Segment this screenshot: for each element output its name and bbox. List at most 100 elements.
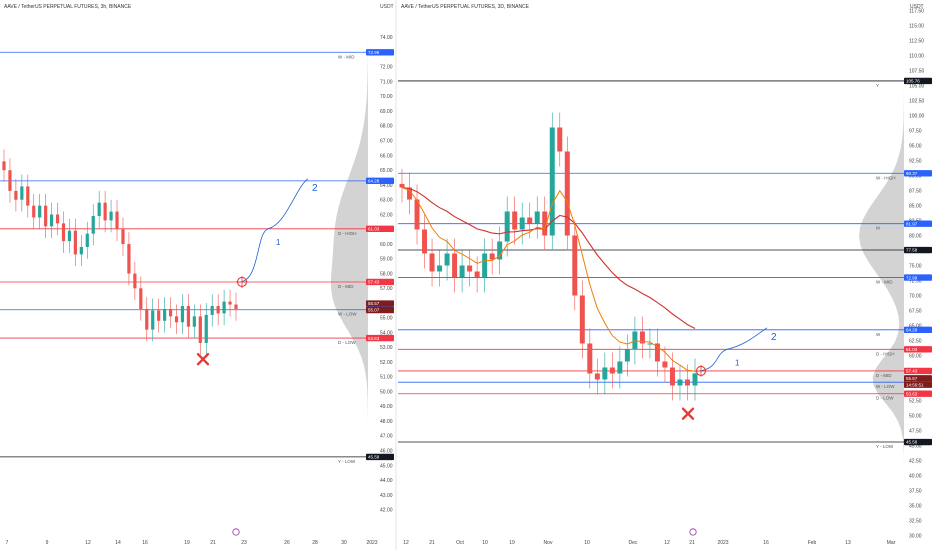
candle-body <box>692 373 698 386</box>
candle-body <box>474 271 480 278</box>
candle-body <box>407 187 413 200</box>
current-price-tag <box>904 375 932 382</box>
volume-profile <box>859 7 904 536</box>
candle-body <box>109 211 113 221</box>
y-tick-label: 35.00 <box>909 503 922 509</box>
event-badge-icon[interactable] <box>232 528 240 536</box>
y-tick-label: 42.50 <box>909 458 922 464</box>
y-tick-label: 59.00 <box>380 257 393 263</box>
y-tick-label: 65.00 <box>909 323 922 329</box>
y-tick-label: 70.00 <box>380 94 393 100</box>
level-name-label: D - HIGH <box>338 231 357 236</box>
x-tick-label: 2023 <box>366 540 377 546</box>
y-tick-label: 49.00 <box>380 404 393 410</box>
candle-body <box>422 229 428 254</box>
level-price-tag-text: 53.63 <box>368 336 380 341</box>
candle-body <box>467 265 473 272</box>
current-price-tag <box>366 307 394 314</box>
level-price-tag <box>904 438 932 446</box>
candle-body <box>14 190 18 200</box>
candle-body <box>399 183 405 188</box>
candle-body <box>44 205 48 227</box>
level-price-tag-text: 90.37 <box>906 171 918 176</box>
candle-body <box>127 244 131 274</box>
candle-body <box>609 367 615 374</box>
current-price-tag <box>904 381 932 388</box>
candle-body <box>121 229 125 245</box>
candle-body <box>222 301 226 314</box>
x-tick-label: 10 <box>584 540 590 546</box>
level-name-label: D - MID <box>338 284 354 289</box>
candle-body <box>204 314 208 343</box>
level-price-tag <box>366 225 394 233</box>
candle-body <box>534 211 540 224</box>
candle-body <box>216 306 220 314</box>
candle-body <box>163 308 167 321</box>
level-name-label: M <box>876 226 880 231</box>
y-tick-label: 64.00 <box>380 183 393 189</box>
candle-body <box>192 316 196 327</box>
x-mark-icon[interactable] <box>681 407 695 420</box>
x-tick-label: 21 <box>210 540 216 546</box>
level-name-label: D - LOW <box>338 340 356 345</box>
candle-body <box>234 304 238 309</box>
level-price-tag <box>904 346 932 353</box>
candle-body <box>180 306 185 323</box>
candle-body <box>617 361 623 374</box>
x-tick-label: Oct <box>456 540 464 546</box>
level-price-tag <box>904 367 932 375</box>
y-tick-label: 30.00 <box>909 533 922 539</box>
candle-body <box>139 288 143 309</box>
y-tick-label: 45.00 <box>909 443 922 449</box>
y-tick-label: 67.00 <box>380 138 393 144</box>
candle-body <box>677 379 683 386</box>
event-badge-icon[interactable] <box>689 528 697 536</box>
candle-body <box>168 308 173 317</box>
y-tick-label: 100.00 <box>909 113 925 119</box>
y-tick-label: 80.00 <box>909 233 922 239</box>
y-tick-label: 48.00 <box>380 419 393 425</box>
level-price-tag-text: 72.99 <box>906 275 918 280</box>
level-name-label: W - HIGH <box>876 175 896 180</box>
y-tick-label: 50.00 <box>909 413 922 419</box>
candle-body <box>519 217 525 230</box>
x-tick-label: 12 <box>85 540 91 546</box>
level-price-tag-text: 64.28 <box>368 179 380 184</box>
level-price-tag-text: 53.63 <box>906 391 918 396</box>
x-tick-label: 26 <box>284 540 290 546</box>
x-tick-label: 19 <box>184 540 190 546</box>
y-tick-label: 70.00 <box>909 293 922 299</box>
candle-body <box>198 316 202 343</box>
candle-body <box>497 241 503 260</box>
level-price-tag <box>904 390 932 397</box>
candle-body <box>602 367 608 380</box>
candle-body <box>55 214 60 224</box>
y-tick-label: 97.50 <box>909 128 922 134</box>
x-tick-label: Mar <box>887 540 896 546</box>
level-price-tag-text: 105.76 <box>906 79 920 84</box>
projection-label: 2 <box>771 332 777 343</box>
candle-body <box>669 367 675 386</box>
y-tick-label: 74.00 <box>380 35 393 41</box>
projection-label: 1 <box>276 238 281 247</box>
level-price-tag-text: 57.43 <box>368 280 380 285</box>
y-tick-label: 54.00 <box>380 330 393 336</box>
y-tick-label: 44.00 <box>380 478 393 484</box>
candle-body <box>459 265 465 278</box>
candle-body <box>647 343 653 345</box>
level-price-tag <box>366 453 394 461</box>
candle-body <box>210 306 214 315</box>
x-tick-label: 16 <box>142 540 148 546</box>
candle-body <box>38 205 42 218</box>
level-price-tag-text: 72.99 <box>368 50 380 55</box>
left-chart-title: AAVE / TetherUS PERPETUAL FUTURES, 3h, B… <box>4 4 132 10</box>
candle-body <box>624 349 630 362</box>
y-tick-label: 72.50 <box>909 278 922 284</box>
candle-body <box>549 127 555 236</box>
x-mark-icon[interactable] <box>196 352 210 366</box>
y-tick-label: 112.50 <box>909 38 924 44</box>
x-tick-label: Feb <box>808 540 817 546</box>
y-tick-label: 60.00 <box>380 242 393 248</box>
candle-body <box>228 301 232 305</box>
current-price-tag <box>366 300 394 307</box>
